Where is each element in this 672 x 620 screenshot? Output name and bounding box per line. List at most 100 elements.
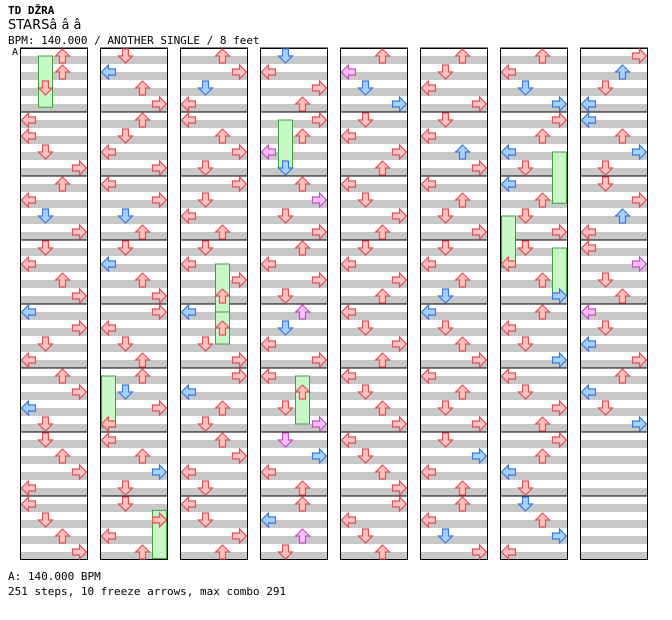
down-arrow-icon	[597, 80, 614, 96]
up-arrow-icon	[294, 240, 311, 256]
beat-stripe	[20, 264, 88, 272]
freeze-arrow	[215, 263, 230, 313]
up-arrow-icon	[374, 224, 391, 240]
down-arrow-icon	[37, 240, 54, 256]
right-arrow-icon	[471, 351, 488, 369]
beat-stripe	[420, 440, 488, 448]
left-arrow-icon	[420, 175, 437, 193]
right-arrow-icon	[71, 159, 88, 177]
beat-stripe	[580, 360, 648, 368]
beat-stripe	[100, 280, 168, 288]
left-arrow-icon	[260, 63, 277, 81]
beat-stripe	[100, 104, 168, 112]
beat-stripe	[500, 232, 568, 240]
up-arrow-icon	[534, 416, 551, 432]
beat-stripe	[260, 184, 328, 192]
beat-stripe	[100, 72, 168, 80]
beat-stripe	[500, 184, 568, 192]
beat-stripe	[580, 88, 648, 96]
right-arrow-icon	[471, 415, 488, 433]
beat-stripe	[260, 552, 328, 560]
beat-stripe	[420, 344, 488, 352]
left-arrow-icon	[100, 527, 117, 545]
up-arrow-icon	[294, 304, 311, 320]
right-arrow-icon	[231, 271, 248, 289]
right-arrow-icon	[231, 63, 248, 81]
beat-stripe	[500, 248, 568, 256]
beat-stripe	[580, 200, 648, 208]
down-arrow-icon	[357, 80, 374, 96]
down-arrow-icon	[357, 240, 374, 256]
down-arrow-icon	[357, 320, 374, 336]
beat-stripe	[180, 488, 248, 496]
down-arrow-icon	[357, 528, 374, 544]
beat-stripe	[100, 408, 168, 416]
right-arrow-icon	[551, 95, 568, 113]
up-arrow-icon	[454, 48, 471, 64]
beat-stripe	[260, 408, 328, 416]
down-arrow-icon	[437, 208, 454, 224]
beat-stripe	[340, 328, 408, 336]
beat-stripe	[340, 248, 408, 256]
beat-stripe	[420, 376, 488, 384]
down-arrow-icon	[37, 144, 54, 160]
up-arrow-icon	[534, 304, 551, 320]
beat-stripe	[580, 232, 648, 240]
beat-stripe	[100, 344, 168, 352]
beat-stripe	[180, 360, 248, 368]
down-arrow-icon	[357, 384, 374, 400]
up-arrow-icon	[534, 272, 551, 288]
down-arrow-icon	[437, 240, 454, 256]
beat-stripe	[340, 520, 408, 528]
left-arrow-icon	[180, 255, 197, 273]
down-arrow-icon	[437, 528, 454, 544]
beat-stripe	[260, 216, 328, 224]
beat-stripe	[100, 328, 168, 336]
beat-stripe	[340, 216, 408, 224]
up-arrow-icon	[54, 528, 71, 544]
beat-stripe	[580, 136, 648, 144]
beat-stripe	[260, 472, 328, 480]
left-arrow-icon	[420, 127, 437, 145]
left-arrow-icon	[20, 479, 37, 497]
beat-stripe	[420, 520, 488, 528]
beat-stripe	[340, 424, 408, 432]
beat-stripe	[100, 472, 168, 480]
beat-stripe	[20, 56, 88, 64]
beat-stripe	[580, 472, 648, 480]
right-arrow-icon	[151, 303, 168, 321]
down-arrow-icon	[117, 240, 134, 256]
beat-stripe	[580, 424, 648, 432]
beat-stripe	[420, 424, 488, 432]
beat-stripe	[500, 344, 568, 352]
beat-stripe	[20, 552, 88, 560]
left-arrow-icon	[340, 255, 357, 273]
beat-stripe	[340, 392, 408, 400]
left-arrow-icon	[420, 463, 437, 481]
beat-stripe	[180, 152, 248, 160]
up-arrow-icon	[294, 128, 311, 144]
left-arrow-icon	[500, 463, 517, 481]
beat-stripe	[20, 296, 88, 304]
beat-stripe	[420, 552, 488, 560]
left-arrow-icon	[420, 303, 437, 321]
beat-stripe	[340, 120, 408, 128]
left-arrow-icon	[340, 175, 357, 193]
beat-stripe	[180, 392, 248, 400]
beat-stripe	[20, 376, 88, 384]
up-arrow-icon	[614, 368, 631, 384]
beat-stripe	[340, 488, 408, 496]
down-arrow-icon	[117, 384, 134, 400]
up-arrow-icon	[214, 128, 231, 144]
left-arrow-icon	[20, 255, 37, 273]
right-arrow-icon	[551, 223, 568, 241]
left-arrow-icon	[500, 63, 517, 81]
right-arrow-icon	[551, 287, 568, 305]
song-title: STARSâ â â	[8, 18, 82, 33]
column-border	[260, 48, 328, 560]
up-arrow-icon	[454, 480, 471, 496]
beat-stripe	[100, 200, 168, 208]
left-arrow-icon	[180, 495, 197, 513]
beat-stripe	[420, 312, 488, 320]
up-arrow-icon	[454, 336, 471, 352]
